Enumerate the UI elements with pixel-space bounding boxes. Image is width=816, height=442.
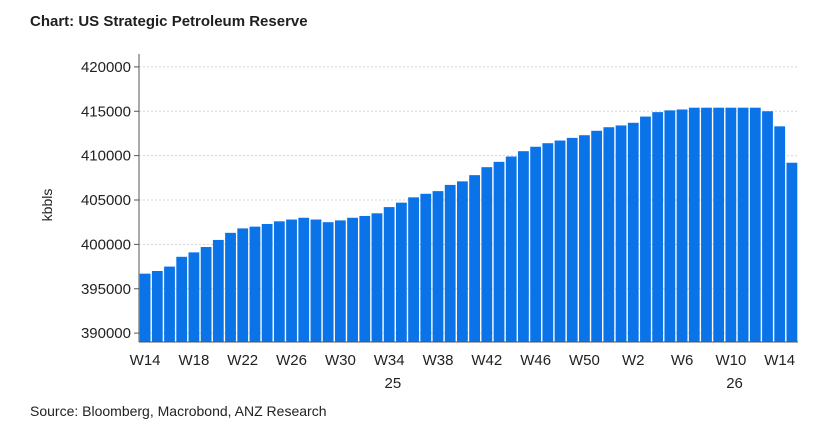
x-year-label: 26	[726, 375, 743, 392]
x-tick-label: W6	[671, 352, 694, 369]
bar	[701, 107, 712, 342]
bar	[188, 252, 200, 342]
bar	[347, 217, 358, 342]
x-tick-label: W30	[325, 352, 356, 369]
y-axis: 390000 395000 400000 405000 410000 415000 4200…	[81, 54, 140, 342]
bar	[493, 161, 505, 342]
chart-title: Chart: US Strategic Petroleum Reserve	[30, 13, 308, 30]
x-axis: W14 W18 W22 W26 W30 W34 W38 W42 W46 W50 W2 W6 W10 W14…	[130, 341, 798, 392]
bar	[664, 110, 676, 342]
bar	[176, 256, 188, 342]
bar	[542, 143, 554, 342]
y-tick-label: 400000	[81, 236, 131, 253]
bar	[444, 184, 456, 342]
bar	[432, 191, 444, 342]
bar	[749, 107, 761, 342]
bar	[408, 197, 419, 342]
source-note: Source: Bloomberg, Macrobond, ANZ Resear…	[30, 403, 327, 419]
bar	[579, 135, 590, 342]
bar	[359, 215, 371, 342]
x-tick-label: W26	[276, 352, 307, 369]
bar	[762, 111, 773, 342]
x-tick-label: W46	[520, 352, 551, 369]
y-tick-label: 405000	[81, 192, 131, 209]
bar	[603, 127, 615, 342]
bar	[554, 140, 566, 342]
bar	[774, 126, 786, 343]
bar	[200, 247, 212, 342]
bar	[456, 181, 468, 342]
bar	[139, 273, 151, 342]
bar	[383, 207, 395, 342]
y-tick-label: 415000	[81, 103, 131, 120]
bar	[615, 125, 627, 342]
bar	[481, 167, 493, 342]
x-tick-label: W18	[178, 352, 209, 369]
bar	[212, 239, 224, 342]
bar	[688, 107, 700, 342]
bar	[261, 223, 273, 342]
bar	[322, 222, 334, 342]
x-tick-label: W14	[764, 352, 795, 369]
bar	[420, 193, 432, 342]
y-tick-label: 390000	[81, 325, 131, 342]
bar-chart: 390000 395000 400000 405000 410000 415000 4200…	[39, 54, 798, 392]
bar	[530, 146, 542, 342]
x-tick-label: W50	[569, 352, 600, 369]
bar	[237, 228, 249, 342]
bar	[334, 220, 346, 342]
bar	[395, 202, 407, 342]
bar	[164, 266, 175, 342]
x-tick-label: W22	[227, 352, 258, 369]
bar	[566, 137, 578, 342]
bar	[591, 130, 603, 342]
x-tick-label: W42	[471, 352, 502, 369]
bar	[273, 221, 285, 342]
x-tick-label: W14	[130, 352, 161, 369]
bars	[139, 107, 798, 343]
bar	[371, 213, 383, 342]
y-tick-label: 420000	[81, 59, 131, 76]
grid-lines	[139, 66, 798, 334]
y-axis-label: kbbls	[39, 189, 55, 222]
x-tick-label: W2	[622, 352, 645, 369]
bar	[151, 271, 163, 342]
x-tick-label: W10	[715, 352, 746, 369]
bar	[737, 107, 749, 342]
bar	[725, 107, 737, 342]
y-tick-label: 395000	[81, 281, 131, 298]
bar	[286, 219, 297, 342]
bar	[518, 151, 529, 342]
bar	[676, 109, 688, 342]
x-tick-label: W38	[423, 352, 454, 369]
x-year-label: 25	[384, 375, 401, 392]
bar	[249, 226, 261, 342]
bar	[786, 162, 798, 342]
bar	[627, 122, 639, 342]
y-tick-label: 410000	[81, 148, 131, 165]
bar	[640, 116, 651, 342]
bar	[505, 156, 517, 342]
bar	[225, 232, 236, 342]
x-tick-label: W34	[374, 352, 405, 369]
bar	[469, 175, 481, 342]
bar	[298, 217, 310, 342]
bar	[652, 112, 664, 342]
bar	[713, 107, 725, 342]
bar	[310, 219, 322, 342]
